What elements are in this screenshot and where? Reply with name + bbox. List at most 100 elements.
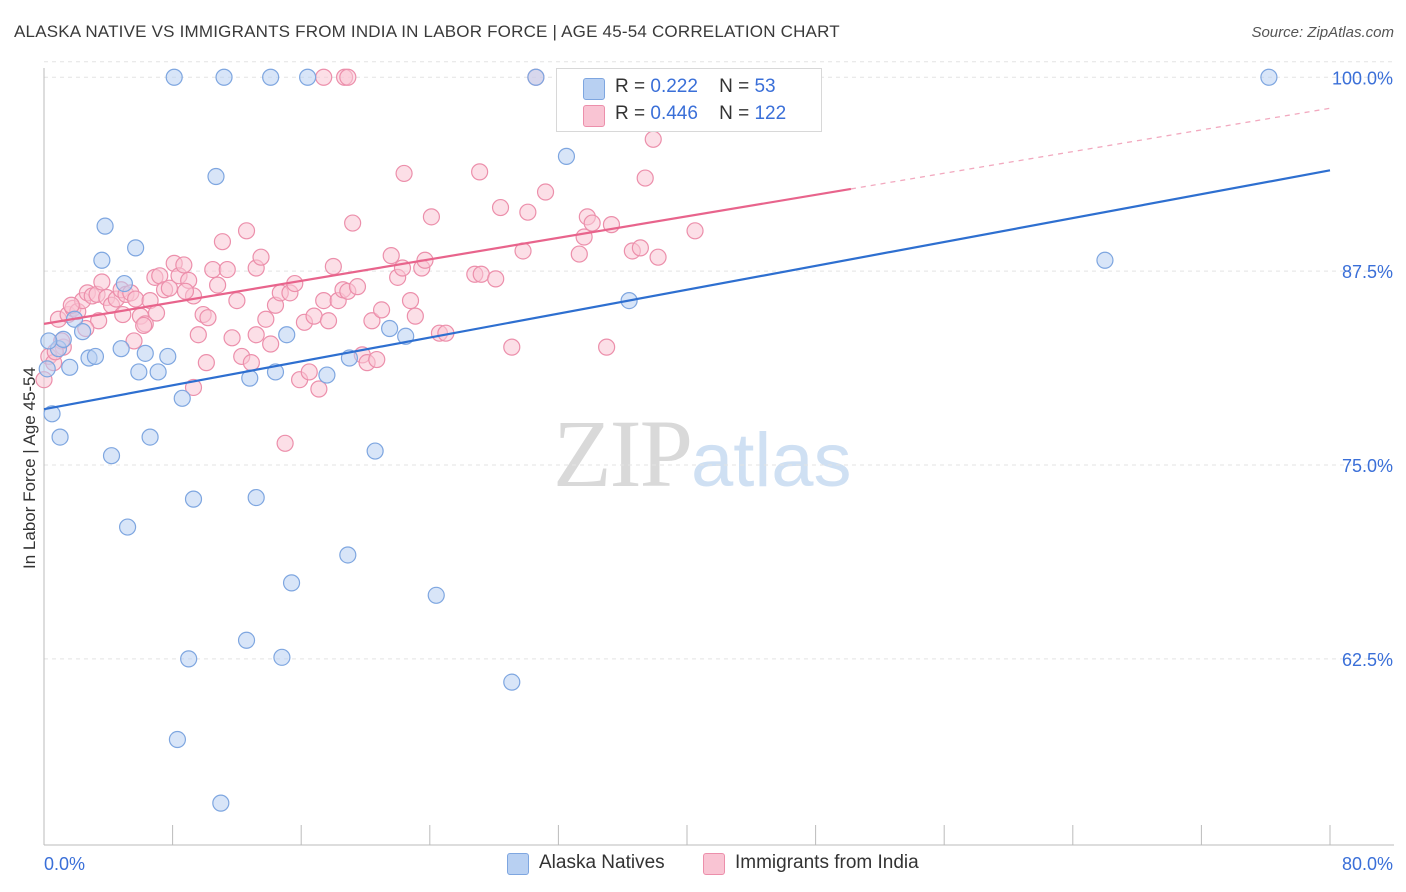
- india-immigrant-point: [300, 363, 318, 381]
- alaska-native-point: [54, 330, 72, 348]
- tick-labels: 62.5% 75.0% 87.5% 100.0% 0.0% 80.0%: [44, 68, 1393, 874]
- india-immigrant-point: [315, 292, 333, 310]
- alaska-native-point: [1096, 251, 1114, 269]
- india-immigrant-point: [176, 282, 195, 300]
- n-value: 122: [754, 103, 787, 124]
- alaska-native-point: [278, 326, 296, 344]
- y-tick-label: 87.5%: [1342, 262, 1393, 282]
- india-immigrant-point: [491, 198, 510, 217]
- alaska-native-point: [38, 360, 56, 378]
- india-immigrant-point: [160, 279, 178, 297]
- india-immigrant-point: [175, 256, 193, 274]
- bottom-legend-label-india: Immigrants from India: [735, 852, 919, 873]
- india-immigrant-point: [242, 354, 260, 372]
- alaska-native-point: [73, 323, 92, 341]
- india-immigrant-point: [503, 338, 521, 356]
- india-immigrant-point: [363, 312, 381, 330]
- india-immigrant-point: [519, 203, 537, 221]
- n-label: N =: [719, 103, 750, 124]
- chart-title: ALASKA NATIVE VS IMMIGRANTS FROM INDIA I…: [14, 22, 840, 41]
- alaska-native-point: [51, 428, 69, 446]
- watermark-atlas: atlas: [691, 418, 852, 503]
- india-immigrant-point: [213, 233, 232, 251]
- alaska-native-point: [180, 650, 198, 668]
- india-immigrant-point: [598, 338, 616, 356]
- india-immigrant-point: [276, 434, 294, 452]
- india-immigrant-point: [406, 307, 424, 325]
- alaska-native-point: [165, 68, 183, 86]
- india-immigrant-point: [570, 245, 588, 263]
- alaska-native-point: [237, 631, 256, 649]
- y-axis-label: In Labor Force | Age 45-54: [20, 367, 39, 569]
- india-immigrant-point: [471, 163, 489, 181]
- india-immigrant-point: [218, 260, 236, 279]
- y-tick-label: 62.5%: [1342, 650, 1393, 670]
- india-immigrant-point: [649, 248, 667, 266]
- india-immigrant-point: [348, 278, 367, 296]
- india-immigrant-point: [135, 316, 153, 335]
- india-immigrant-point: [324, 257, 342, 276]
- india-immigrant-point: [199, 309, 217, 327]
- india-immigrant-point: [583, 214, 601, 232]
- n-label: N =: [719, 76, 750, 97]
- x-tick-label: 80.0%: [1342, 854, 1393, 874]
- india-immigrant-point: [422, 208, 441, 226]
- x-tick-label: 0.0%: [44, 854, 85, 874]
- bottom-legend-swatch-india: [703, 853, 725, 875]
- india-immigrant-point: [257, 310, 275, 328]
- india-immigrant-point: [209, 276, 227, 294]
- alaska-native-point: [130, 363, 148, 381]
- alaska-native-point: [207, 167, 225, 186]
- india-immigrant-point: [344, 214, 362, 232]
- axes: [43, 68, 1394, 846]
- india-immigrant-point: [305, 307, 323, 325]
- india-immigrant-point: [372, 301, 391, 319]
- bottom-legend-label-alaska: Alaska Natives: [539, 852, 665, 873]
- india-immigrant-point: [575, 228, 593, 246]
- alaska-native-point: [184, 490, 203, 508]
- legend-text-alaska: R = 0.222 N = 53: [615, 76, 776, 98]
- r-label: R =: [615, 103, 646, 124]
- alaska-native-point: [273, 648, 291, 666]
- india-immigrant-point: [686, 222, 704, 240]
- india-immigrant-point: [247, 326, 265, 344]
- india-immigrant-point: [223, 329, 241, 347]
- india-immigrant-point: [536, 183, 555, 201]
- alaska-native-point: [503, 673, 521, 691]
- alaska-native-point: [366, 442, 384, 460]
- alaska-native-point: [427, 586, 445, 604]
- alaska-native-point: [247, 488, 265, 507]
- alaska-native-point: [159, 347, 177, 366]
- legend-swatch-india: [583, 105, 605, 127]
- india-immigrant-point: [472, 265, 490, 283]
- legend-text-india: R = 0.446 N = 122: [615, 103, 786, 125]
- india-immigrant-point: [189, 326, 207, 344]
- india-immigrant-point: [237, 222, 256, 240]
- alaska-native-point: [61, 358, 79, 376]
- alaska-native-point: [318, 366, 336, 384]
- r-label: R =: [615, 76, 646, 97]
- alaska-native-point: [339, 546, 357, 564]
- india-immigrant-point: [310, 380, 328, 398]
- india-trend-extension: [850, 107, 1331, 190]
- y-tick-label: 75.0%: [1342, 456, 1393, 476]
- india-immigrant-point: [262, 335, 280, 353]
- alaska-native-point: [381, 319, 399, 338]
- alaska-native-point: [168, 730, 187, 749]
- india-immigrant-point: [395, 164, 413, 183]
- india-immigrant-point: [93, 273, 111, 291]
- alaska-native-point: [212, 794, 230, 812]
- india-immigrant-point: [631, 239, 649, 257]
- india-immigrant-point: [184, 378, 203, 397]
- india-immigrant-point: [204, 260, 222, 279]
- bottom-legend-swatch-alaska: [507, 853, 529, 875]
- india-immigrant-point: [368, 350, 386, 369]
- india-immigrant-point: [644, 130, 662, 148]
- alaska-native-point: [112, 340, 130, 358]
- india-immigrant-point: [127, 290, 145, 308]
- watermark-zip: ZIP: [553, 400, 693, 507]
- stats-legend: R = 0.222 N = 53 R = 0.446 N = 122: [556, 68, 822, 132]
- alaska-native-point: [86, 347, 105, 366]
- india-immigrant-point: [90, 312, 108, 330]
- india-immigrant-point: [401, 292, 420, 310]
